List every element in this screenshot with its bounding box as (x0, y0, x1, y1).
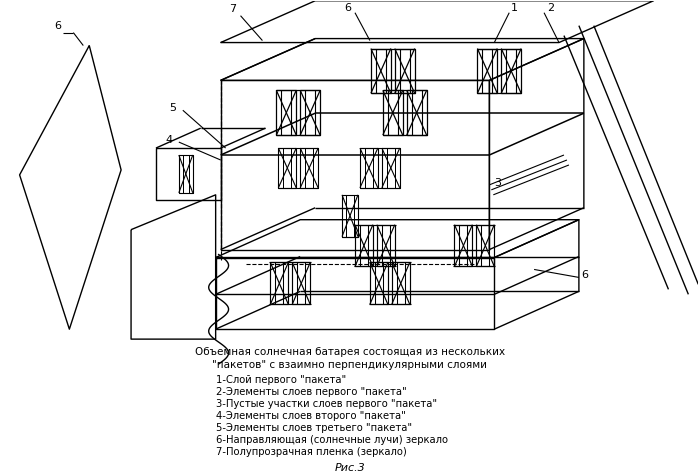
Text: Объемная солнечная батарея состоящая из нескольких: Объемная солнечная батарея состоящая из … (195, 347, 505, 357)
Text: 1-Слой первого "пакета": 1-Слой первого "пакета" (216, 375, 346, 385)
Text: 5-Элементы слоев третьего "пакета": 5-Элементы слоев третьего "пакета" (216, 423, 412, 433)
Text: 7: 7 (229, 4, 236, 14)
Text: 6: 6 (581, 270, 588, 280)
Text: 5: 5 (169, 103, 176, 113)
Text: 3-Пустые участки слоев первого "пакета": 3-Пустые участки слоев первого "пакета" (216, 399, 437, 409)
Text: 6: 6 (55, 20, 62, 30)
Text: 7-Полупрозрачная пленка (зеркало): 7-Полупрозрачная пленка (зеркало) (216, 446, 407, 456)
Text: 3: 3 (494, 178, 501, 188)
Text: 4-Элементы слоев второго "пакета": 4-Элементы слоев второго "пакета" (216, 411, 405, 421)
Text: Рис.3: Рис.3 (335, 463, 365, 473)
Text: 2-Элементы слоев первого "пакета": 2-Элементы слоев первого "пакета" (216, 387, 407, 397)
Text: 6: 6 (344, 3, 351, 13)
Text: 4: 4 (166, 135, 173, 145)
Text: 6-Направляющая (солнечные лучи) зеркало: 6-Направляющая (солнечные лучи) зеркало (216, 435, 448, 445)
Text: 2: 2 (547, 3, 554, 13)
Text: "пакетов" с взаимно перпендикулярными слоями: "пакетов" с взаимно перпендикулярными сл… (213, 360, 487, 370)
Text: 1: 1 (511, 3, 518, 13)
